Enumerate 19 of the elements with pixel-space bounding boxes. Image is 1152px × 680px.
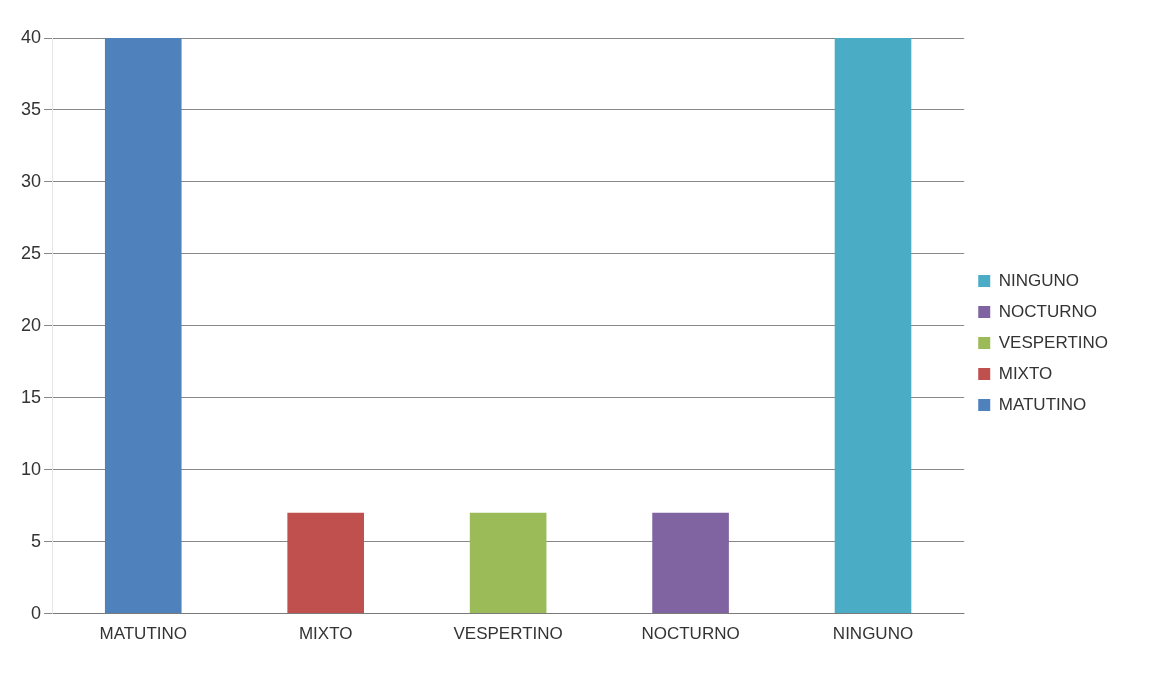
x-tick-label: NOCTURNO: [641, 624, 740, 644]
legend-label: VESPERTINO: [998, 332, 1109, 352]
legend-label: MATUTINO: [998, 394, 1087, 414]
x-tick-label: VESPERTINO: [453, 624, 563, 644]
legend-label: NOCTURNO: [998, 301, 1097, 321]
y-tick-label: 5: [31, 530, 42, 551]
x-tick-label: MATUTINO: [99, 624, 187, 644]
y-tick-label: 20: [20, 314, 42, 335]
y-tick-label: 0: [31, 602, 42, 623]
legend-label: NINGUNO: [998, 270, 1080, 290]
x-tick-label: MIXTO: [298, 624, 353, 644]
x-tick-label: NINGUNO: [832, 624, 914, 644]
y-tick-label: 25: [20, 242, 42, 263]
y-tick-label: 10: [20, 458, 42, 479]
y-tick-label: 15: [20, 386, 42, 407]
y-tick-label: 30: [20, 170, 42, 191]
y-tick-label: 35: [20, 98, 42, 119]
y-tick-label: 40: [20, 26, 42, 47]
legend-label: MIXTO: [998, 363, 1053, 383]
